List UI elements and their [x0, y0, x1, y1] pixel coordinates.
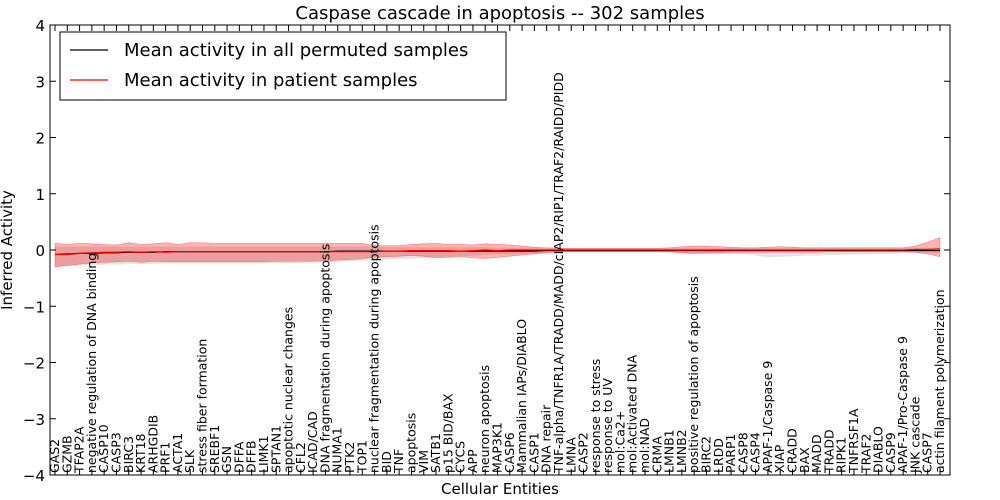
category-label: ARHGDIB: [145, 415, 160, 473]
category-label: stress fiber formation: [195, 339, 210, 473]
category-label: positive regulation of apoptosis: [686, 276, 701, 473]
category-label: ACTA1: [170, 433, 185, 473]
category-label: TNF: [391, 449, 406, 474]
legend-box: [59, 31, 507, 101]
category-label: CASP3: [108, 432, 123, 473]
category-label: TNFRSF1A: [846, 408, 861, 474]
legend: Mean activity in all permuted samples Me…: [59, 31, 507, 101]
legend-label-permuted: Mean activity in all permuted samples: [124, 40, 468, 61]
category-label: BIRC3: [121, 436, 136, 473]
category-label: CASP7: [920, 432, 935, 473]
category-label: BAX: [797, 447, 812, 473]
category-label: MAP3K1: [490, 422, 505, 473]
category-label: GSN: [219, 446, 234, 473]
chart-title: Caspase cascade in apoptosis -- 302 samp…: [295, 3, 704, 24]
category-label: CASP2: [576, 432, 591, 473]
category-label: DFFA: [231, 441, 246, 473]
category-label: BID: [379, 451, 394, 473]
category-label: CASP4: [748, 432, 763, 473]
legend-label-patient: Mean activity in patient samples: [124, 70, 418, 91]
category-label: JNK cascade: [907, 396, 922, 474]
category-label: CASP8: [735, 432, 750, 473]
category-label: mol:Ca2+: [612, 411, 627, 473]
category-label: CASP9: [883, 432, 898, 473]
category-label: CASP10: [96, 424, 111, 473]
category-label: SLK: [182, 449, 197, 473]
category-label: CASP6: [502, 432, 517, 473]
category-label: TRADD: [821, 429, 836, 474]
category-label: BIRC2: [698, 436, 713, 473]
category-label: CASP1: [526, 432, 541, 473]
y-tick-label: 4: [35, 17, 45, 35]
category-label: XIAP: [772, 444, 787, 473]
category-label: apoptosis: [403, 413, 418, 473]
category-label: TNF-alpha/TNFR1A/TRADD/MADD/cIAP2/RIP1/T…: [551, 72, 566, 474]
category-label: PTK2: [342, 442, 357, 473]
category-label: RIPK1: [834, 437, 849, 473]
category-label: MADD: [809, 434, 824, 473]
category-label: DFFB: [244, 440, 259, 473]
band-patient: [54, 237, 941, 268]
category-label: PRF1: [158, 442, 173, 473]
category-label: response to stress: [588, 359, 603, 473]
y-tick-label: 2: [35, 130, 45, 148]
category-label: APP: [465, 449, 480, 473]
category-label: apoptotic nuclear changes: [281, 307, 296, 473]
y-tick-label: −2: [23, 355, 45, 373]
category-label: TRAF2: [858, 433, 873, 474]
x-axis-label: Cellular Entities: [441, 480, 559, 498]
category-label: DIABLO: [871, 426, 886, 473]
category-label: nuclear fragmentation during apoptosis: [367, 224, 382, 473]
category-label: CYCS: [453, 441, 468, 473]
category-label: KRT18: [133, 433, 148, 473]
category-label: neuron apoptosis: [477, 365, 492, 473]
y-tick-label: 0: [35, 242, 45, 260]
series-lines: [54, 248, 941, 256]
category-label: p15 BID/BAX: [440, 393, 455, 473]
category-label: SREBF1: [207, 425, 222, 473]
category-label: TOP1: [354, 440, 369, 474]
category-label: DNA fragmentation during apoptosis: [317, 244, 332, 473]
category-label: LRDD: [711, 438, 726, 473]
y-axis-label: Inferred Activity: [0, 190, 16, 310]
y-tick-label: −1: [23, 298, 45, 316]
category-label: negative regulation of DNA binding: [84, 253, 99, 473]
category-label: SPTAN1: [268, 425, 283, 473]
y-tick-label: −4: [23, 467, 45, 485]
category-label: TFAP2A: [72, 426, 87, 474]
y-axis: −4 −3 −2 −1 0 1 2 3 4: [23, 17, 950, 485]
y-tick-label: 1: [35, 186, 45, 204]
category-label: APAF-1/Pro-Caspase 9: [895, 336, 910, 473]
category-label: LMNB2: [674, 429, 689, 473]
category-label: mol:NAD: [637, 418, 652, 473]
y-tick-label: −3: [23, 411, 45, 429]
category-label: NUMA1: [330, 427, 345, 473]
category-label: GAS2: [47, 439, 62, 473]
category-label: CRMA: [649, 436, 664, 473]
category-label: actin filament polymerization: [932, 289, 947, 473]
y-tick-label: 3: [35, 73, 45, 91]
category-label: ICAD/CAD: [305, 411, 320, 473]
category-label: LMNB1: [662, 429, 677, 473]
category-label: Mammalian IAPs/DIABLO: [514, 319, 529, 473]
category-label: CRADD: [785, 428, 800, 473]
category-label: CFL2: [293, 442, 308, 473]
category-label: LMNA: [563, 437, 578, 473]
category-label: response to UV: [600, 378, 615, 473]
category-label: PARP1: [723, 434, 738, 473]
category-label: SATB1: [428, 433, 443, 473]
category-label: VIM: [416, 450, 431, 473]
category-label: LIMK1: [256, 435, 271, 473]
category-label: GZMB: [59, 435, 74, 473]
category-label: DNA repair: [539, 404, 554, 473]
category-label: mol:Activated DNA: [625, 354, 640, 473]
line-patient-mean: [55, 248, 941, 256]
category-label: APAF-1/Caspase 9: [760, 361, 775, 473]
